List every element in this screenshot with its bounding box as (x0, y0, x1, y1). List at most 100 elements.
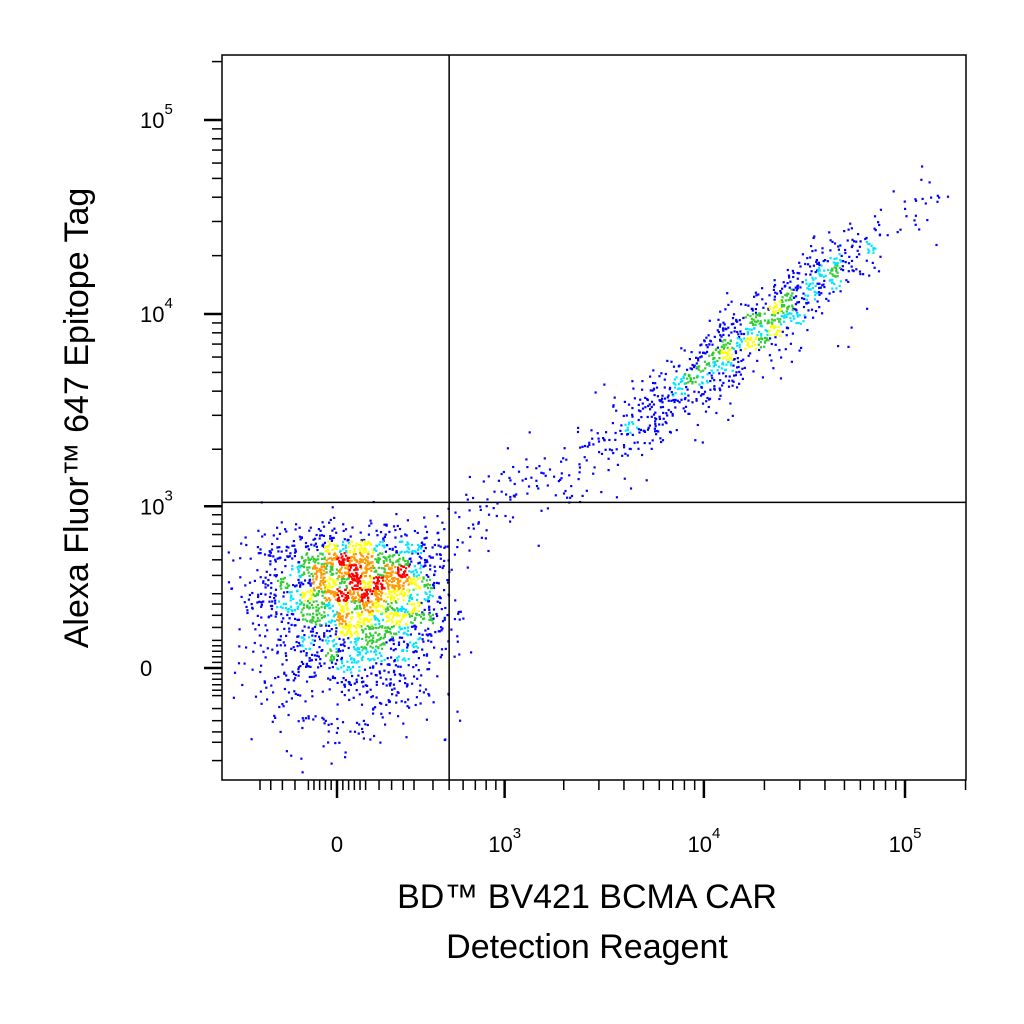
data-point (320, 587, 323, 590)
data-point (332, 553, 336, 556)
data-point (427, 692, 430, 696)
data-point (323, 606, 326, 609)
data-point (748, 338, 752, 341)
data-point (627, 423, 630, 426)
data-point (797, 301, 801, 304)
data-point (404, 608, 408, 611)
data-point (375, 653, 378, 656)
data-point (400, 609, 403, 612)
data-point (299, 644, 302, 647)
data-point (657, 430, 660, 433)
data-point (608, 448, 611, 451)
data-point (411, 644, 414, 647)
data-point (677, 383, 680, 386)
data-point (293, 544, 296, 547)
data-point (378, 543, 381, 546)
data-point (281, 663, 284, 666)
data-point (362, 621, 365, 624)
data-point (283, 687, 286, 691)
data-point (418, 586, 421, 589)
data-point (390, 591, 393, 594)
data-point (372, 604, 375, 607)
data-point (598, 451, 601, 454)
data-point (398, 623, 401, 627)
data-point (406, 550, 409, 553)
data-point (308, 529, 311, 532)
data-point (406, 573, 409, 577)
data-point (324, 622, 327, 625)
data-point (351, 665, 355, 669)
data-point (307, 556, 310, 559)
data-point (375, 650, 378, 653)
data-point (402, 556, 405, 559)
data-point (755, 320, 758, 324)
data-point (695, 356, 698, 359)
data-point (312, 557, 316, 561)
data-point (375, 640, 378, 643)
data-point (614, 431, 617, 435)
data-point (296, 590, 299, 593)
data-point (305, 553, 308, 556)
data-point (779, 308, 782, 311)
data-point (381, 583, 384, 586)
data-point (669, 386, 672, 389)
data-point (269, 551, 272, 554)
data-point (654, 430, 657, 433)
data-point (431, 595, 434, 598)
data-point (768, 329, 771, 332)
data-point (286, 591, 289, 594)
data-point (659, 406, 662, 409)
data-point (751, 313, 754, 316)
data-point (395, 550, 398, 553)
data-point (331, 567, 334, 570)
data-point (389, 647, 393, 650)
data-point (709, 339, 712, 342)
data-point (364, 609, 367, 612)
data-point (655, 418, 658, 421)
data-point (294, 674, 297, 677)
data-point (353, 641, 356, 644)
data-point (273, 714, 276, 717)
data-point (344, 588, 347, 591)
data-point (438, 595, 441, 598)
data-point (364, 684, 367, 687)
data-point (825, 297, 828, 300)
data-point (429, 618, 432, 622)
data-point (298, 561, 301, 564)
data-point (396, 594, 399, 597)
data-point (385, 620, 388, 623)
data-point (375, 592, 379, 595)
data-point (631, 413, 634, 416)
data-point (333, 620, 337, 623)
data-point (702, 393, 705, 396)
data-point (767, 339, 770, 342)
data-point (272, 555, 275, 558)
data-point (332, 615, 335, 618)
data-point (466, 498, 469, 501)
data-point (333, 658, 336, 661)
data-point (410, 625, 414, 628)
data-point (344, 528, 348, 531)
data-point (718, 387, 721, 390)
data-point (373, 593, 376, 596)
data-point (832, 261, 835, 264)
data-point (842, 260, 845, 263)
data-point (349, 593, 352, 596)
data-point (798, 272, 801, 275)
data-point (674, 383, 677, 386)
data-point (384, 626, 387, 629)
data-point (403, 631, 406, 634)
data-point (850, 259, 854, 262)
data-point (365, 568, 368, 571)
data-point (708, 372, 711, 375)
data-point (306, 545, 310, 548)
data-point (818, 306, 821, 309)
data-point (303, 559, 306, 562)
data-point (830, 281, 834, 284)
data-point (254, 628, 257, 631)
data-point (646, 428, 650, 431)
data-point (293, 551, 297, 554)
data-point (371, 695, 374, 698)
data-point (269, 563, 272, 566)
data-point (820, 274, 823, 277)
